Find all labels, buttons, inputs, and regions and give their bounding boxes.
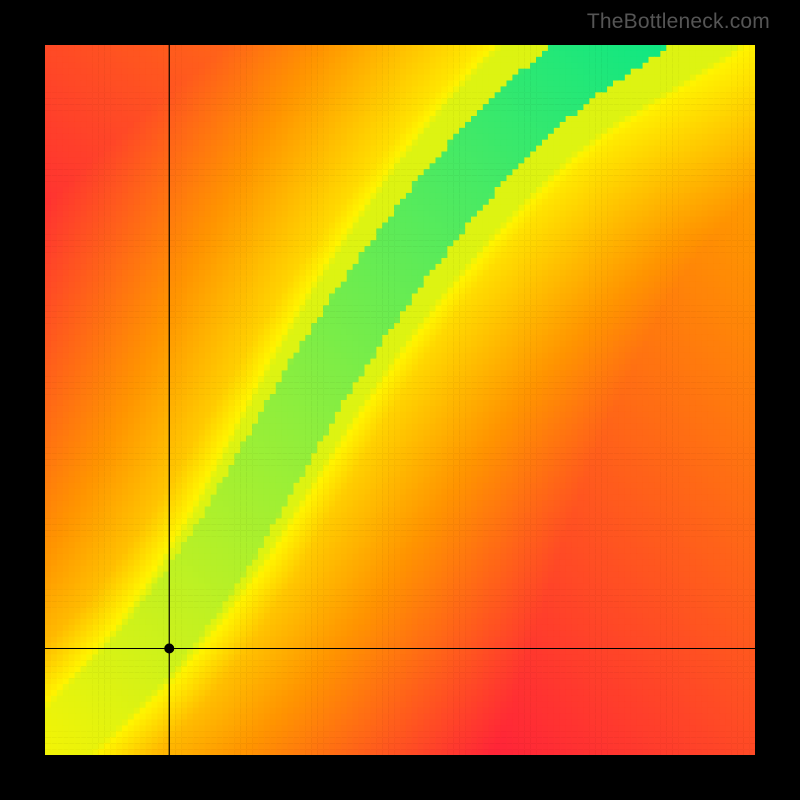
watermark-text: TheBottleneck.com <box>587 10 770 34</box>
bottleneck-heatmap <box>45 45 755 755</box>
